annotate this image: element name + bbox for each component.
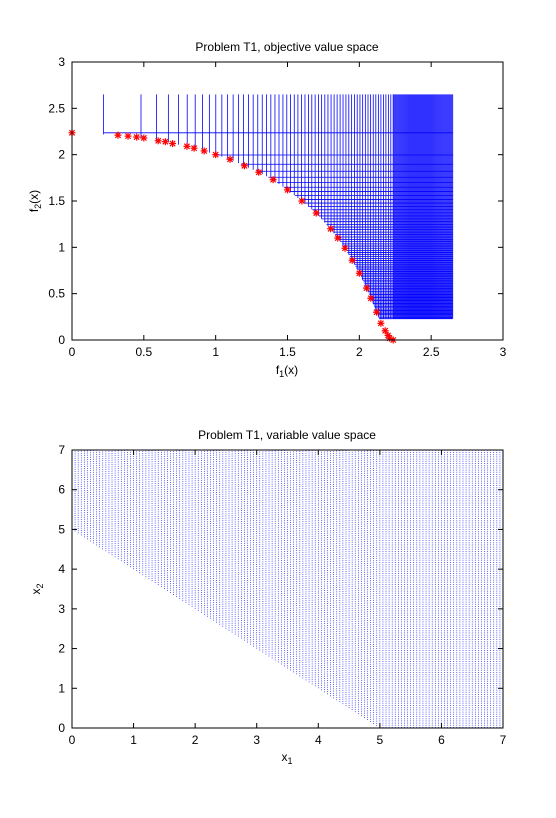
y-tick-label: 3: [58, 602, 65, 616]
y-tick-label: 2: [58, 148, 65, 162]
pareto-point: [154, 137, 162, 145]
x-tick-label: 5: [377, 733, 384, 747]
pareto-point: [255, 168, 263, 176]
x-tick-label: 6: [438, 733, 445, 747]
pareto-point: [334, 234, 342, 242]
y-axis-label: x2: [29, 583, 45, 594]
pareto-point: [367, 294, 375, 302]
x-axis-label: f1(x): [276, 363, 298, 379]
pareto-point: [327, 225, 335, 233]
pareto-point: [226, 155, 234, 163]
tick-group: 0 0.5 1 1.5 2 2.5 3 0 0.5 1 1.5 2 2.5 3: [48, 55, 506, 359]
y-tick-label: 6: [58, 483, 65, 497]
y-tick-label: 1: [58, 240, 65, 254]
pareto-point: [124, 132, 132, 140]
pareto-point: [355, 269, 363, 277]
pareto-point: [161, 138, 169, 146]
pareto-point: [298, 197, 306, 205]
pareto-point: [240, 162, 248, 170]
pareto-point: [373, 308, 381, 316]
y-tick-label: 2: [58, 642, 65, 656]
pareto-point: [284, 186, 291, 194]
plot-area: [71, 450, 504, 728]
pareto-point: [114, 131, 122, 139]
x-axis-label: x1: [281, 750, 292, 766]
axes-frame: [71, 449, 504, 729]
y-tick-label: 1: [58, 681, 65, 695]
pareto-point: [381, 327, 389, 335]
y-axis-label: f2(x): [27, 190, 43, 212]
x-tick-label: 3: [253, 733, 260, 747]
x-tick-label: 2: [192, 733, 199, 747]
x-tick-label: 2: [356, 345, 363, 359]
y-tick-label: 4: [58, 562, 65, 576]
x-tick-label: 0.5: [135, 345, 152, 359]
chart-title: Problem T1, objective value space: [195, 40, 379, 54]
pareto-point: [312, 209, 320, 217]
variable-space-axes: Problem T1, variable value space 0 1 2 3 4 5 6…: [29, 428, 507, 766]
x-tick-label: 0: [69, 733, 76, 747]
x-tick-label: 7: [500, 733, 507, 747]
x-tick-label: 4: [315, 733, 322, 747]
pareto-point: [269, 176, 277, 184]
pareto-point: [348, 256, 356, 264]
pareto-point: [140, 134, 148, 142]
x-tick-label: 1: [212, 345, 219, 359]
x-tick-label: 1.5: [279, 345, 296, 359]
y-tick-label: 7: [58, 443, 65, 457]
plot-area: [68, 94, 454, 344]
y-tick-label: 0: [58, 721, 65, 735]
x-tick-label: 1: [130, 733, 137, 747]
y-tick-label: 0.5: [48, 287, 65, 301]
pareto-point: [341, 244, 349, 252]
pareto-point: [200, 147, 208, 155]
y-tick-label: 2.5: [48, 101, 65, 115]
x-tick-label: 2.5: [423, 345, 440, 359]
axes-frame: [71, 61, 504, 341]
y-tick-label: 0: [58, 333, 65, 347]
objective-space-axes: Problem T1, objective value space 0 0.5 1 1…: [27, 40, 507, 379]
x-tick-label: 3: [500, 345, 507, 359]
pareto-point: [183, 142, 191, 150]
pareto-point: [363, 284, 371, 292]
y-tick-label: 1.5: [48, 194, 65, 208]
chart-title: Problem T1, variable value space: [198, 428, 376, 442]
pareto-point: [169, 140, 177, 148]
pareto-point: [133, 133, 141, 141]
pareto-point: [212, 151, 220, 159]
y-tick-label: 3: [58, 55, 65, 69]
y-tick-label: 5: [58, 522, 65, 536]
pareto-point: [377, 319, 385, 327]
pareto-point: [190, 144, 198, 152]
x-tick-label: 0: [69, 345, 76, 359]
tick-group: 0 1 2 3 4 5 6 7 0 1 2 3 4 5 6 7: [58, 443, 506, 747]
